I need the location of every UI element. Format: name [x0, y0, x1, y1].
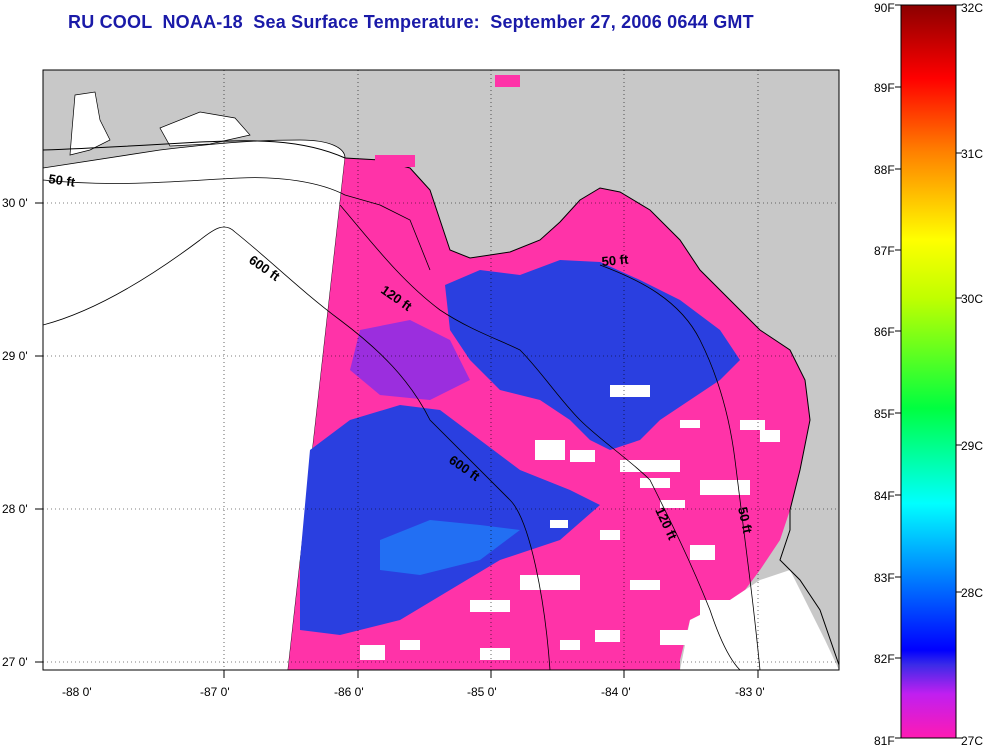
- lon-tick-label: -88 0': [62, 685, 92, 699]
- axis-ticks: [35, 202, 759, 678]
- sst-cool-highlight: [380, 520, 520, 575]
- colorbar-f-label: 84F: [874, 489, 895, 503]
- colorbar-c-label: 32C: [961, 1, 983, 15]
- sst-mid-region: [350, 320, 470, 400]
- colorbar-c-label: 31C: [961, 147, 983, 161]
- lat-tick-label: 27 0': [2, 655, 28, 669]
- contour-label: 50 ft: [735, 506, 755, 536]
- colorbar-f-label: 82F: [874, 652, 895, 666]
- lon-tick-label: -87 0': [200, 685, 230, 699]
- water-no-data: [680, 570, 839, 670]
- contour-600ft-west: [43, 226, 551, 670]
- map-title: RU COOL NOAA-18 Sea Surface Temperature:…: [68, 12, 754, 32]
- graticule: [43, 70, 839, 670]
- colorbar-f-label: 81F: [874, 734, 895, 748]
- colorbar-c-label: 30C: [961, 292, 983, 306]
- lon-tick-label: -83 0': [735, 685, 765, 699]
- colorbar-f-label: 83F: [874, 571, 895, 585]
- colorbar-f-label: 86F: [874, 325, 895, 339]
- contour-label: 50 ft: [48, 171, 77, 190]
- colorbar-f-label: 85F: [874, 407, 895, 421]
- contour-120ft: [339, 204, 741, 670]
- lon-tick-label: -84 0': [601, 685, 631, 699]
- lon-tick-label: -85 0': [467, 685, 497, 699]
- colorbar-c-label: 28C: [961, 586, 983, 600]
- plot-area: 50 ft 600 ft 120 ft 50 ft 600 ft 120 ft …: [43, 70, 839, 670]
- bay-water: [159, 111, 251, 147]
- colorbar: [900, 4, 957, 739]
- lat-tick-label: 30 0': [2, 196, 28, 210]
- colorbar-f-label: 89F: [874, 81, 895, 95]
- contour-50ft-west: [43, 177, 431, 271]
- contour-50ft-east: [599, 264, 761, 670]
- colorbar-f-label: 90F: [874, 1, 895, 15]
- colorbar-f-label: 88F: [874, 163, 895, 177]
- lat-tick-label: 28 0': [2, 502, 28, 516]
- sst-cool-region: [300, 405, 600, 635]
- lon-tick-label: -86 0': [334, 685, 364, 699]
- sst-speck: [375, 155, 415, 167]
- sst-cool-region: [445, 260, 740, 450]
- plot-frame: [42, 69, 840, 671]
- colorbar-f-label: 87F: [874, 244, 895, 258]
- water-no-data: [43, 139, 346, 670]
- coastline: [43, 140, 346, 159]
- sst-speck: [495, 75, 520, 87]
- colorbar-c-label: 27C: [961, 734, 983, 748]
- coastline: [344, 157, 839, 666]
- lat-tick-label: 29 0': [2, 349, 28, 363]
- contour-label: 50 ft: [601, 252, 630, 269]
- bay-water: [69, 91, 111, 156]
- colorbar-c-label: 29C: [961, 439, 983, 453]
- colorbar-ticks: [895, 4, 962, 739]
